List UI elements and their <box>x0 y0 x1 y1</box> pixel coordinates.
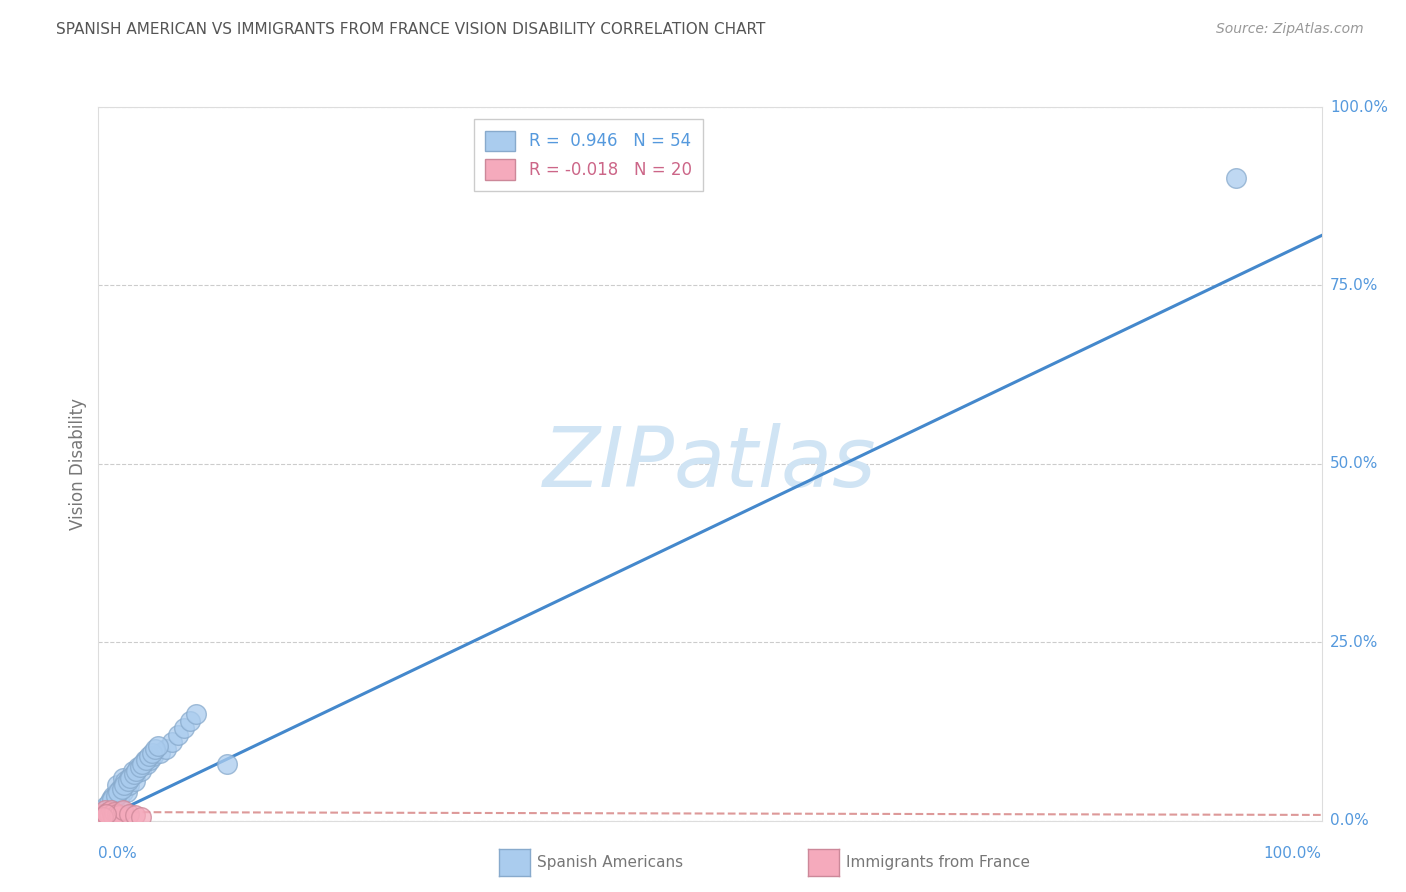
Point <box>105 785 128 799</box>
Point <box>111 785 134 799</box>
Text: ZIPatlas: ZIPatlas <box>543 424 877 504</box>
Point <box>94 806 117 821</box>
Point <box>179 714 201 728</box>
Text: 50.0%: 50.0% <box>1330 457 1378 471</box>
Point <box>136 756 159 771</box>
Point <box>118 778 141 792</box>
Point <box>103 805 125 819</box>
Point <box>124 767 146 781</box>
Point <box>138 749 160 764</box>
Point <box>129 760 152 774</box>
Point <box>91 810 114 824</box>
Point <box>1225 171 1247 186</box>
Point <box>124 774 146 789</box>
Point <box>121 764 143 778</box>
Point <box>98 808 121 822</box>
Point <box>103 796 125 810</box>
Point <box>127 760 149 774</box>
Text: 0.0%: 0.0% <box>1330 814 1368 828</box>
Text: 0.0%: 0.0% <box>98 846 138 861</box>
Point <box>215 756 238 771</box>
Text: 100.0%: 100.0% <box>1264 846 1322 861</box>
Point <box>101 789 124 803</box>
Point <box>111 781 134 796</box>
Text: 25.0%: 25.0% <box>1330 635 1378 649</box>
Point <box>118 771 141 785</box>
Point <box>149 746 172 760</box>
Text: 75.0%: 75.0% <box>1330 278 1378 293</box>
Point <box>129 764 152 778</box>
Point <box>124 808 146 822</box>
Point <box>115 785 138 799</box>
Point <box>97 799 120 814</box>
Point <box>105 778 128 792</box>
Point <box>125 764 148 778</box>
Point <box>91 808 114 822</box>
Point <box>100 792 122 806</box>
Point <box>90 810 112 824</box>
Point <box>111 771 134 785</box>
Point <box>131 756 153 771</box>
Point <box>120 771 142 785</box>
Point <box>98 796 121 810</box>
Text: SPANISH AMERICAN VS IMMIGRANTS FROM FRANCE VISION DISABILITY CORRELATION CHART: SPANISH AMERICAN VS IMMIGRANTS FROM FRAN… <box>56 22 766 37</box>
Point <box>111 778 134 792</box>
Point <box>118 806 141 821</box>
Point <box>93 803 115 817</box>
Point <box>112 778 135 792</box>
Point <box>129 810 152 824</box>
Point <box>111 803 134 817</box>
Point <box>107 785 129 799</box>
Point <box>135 753 157 767</box>
Point <box>155 742 177 756</box>
Point <box>142 749 165 764</box>
Point <box>160 735 183 749</box>
Point <box>101 810 124 824</box>
Text: Spanish Americans: Spanish Americans <box>537 855 683 870</box>
Point <box>143 742 166 756</box>
Point <box>100 803 122 817</box>
Point <box>97 805 120 819</box>
Point <box>141 746 163 760</box>
Text: 100.0%: 100.0% <box>1330 100 1388 114</box>
Point <box>105 806 128 821</box>
Point <box>100 796 122 810</box>
Point <box>139 753 162 767</box>
Point <box>108 808 131 822</box>
Point <box>110 781 132 796</box>
Point <box>101 806 124 821</box>
Point <box>105 789 128 803</box>
Point <box>108 792 131 806</box>
Point <box>134 753 156 767</box>
Point <box>96 810 118 824</box>
Text: Source: ZipAtlas.com: Source: ZipAtlas.com <box>1216 22 1364 37</box>
Legend: R =  0.946   N = 54, R = -0.018   N = 20: R = 0.946 N = 54, R = -0.018 N = 20 <box>474 119 703 191</box>
Point <box>117 774 139 789</box>
Point <box>93 803 115 817</box>
Point <box>91 806 114 821</box>
Point <box>104 789 127 803</box>
Point <box>173 721 195 735</box>
Point <box>114 774 136 789</box>
Text: Immigrants from France: Immigrants from France <box>846 855 1031 870</box>
Point <box>94 806 117 821</box>
Point <box>186 706 208 721</box>
Y-axis label: Vision Disability: Vision Disability <box>69 398 87 530</box>
Point <box>167 728 190 742</box>
Point <box>122 767 145 781</box>
Point <box>101 792 124 806</box>
Point <box>148 739 170 753</box>
Point <box>94 799 117 814</box>
